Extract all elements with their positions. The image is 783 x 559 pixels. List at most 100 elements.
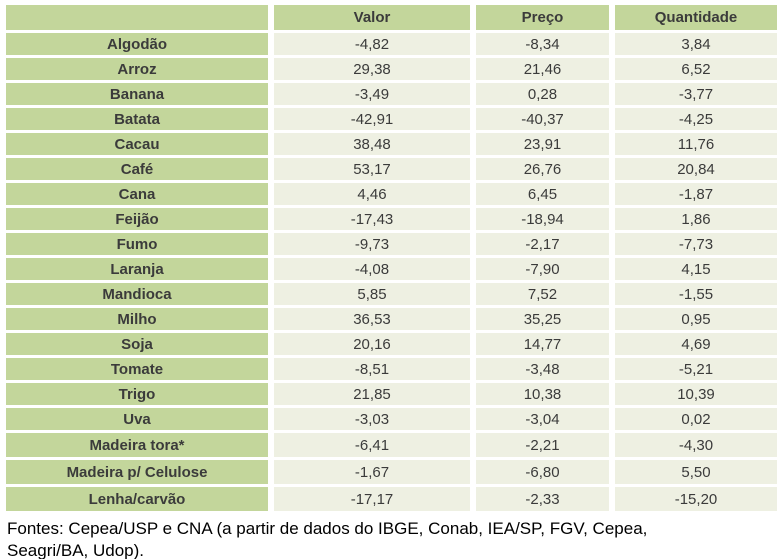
row-label: Madeira p/ Celulose (6, 460, 268, 484)
table-row: Fumo -9,73 -2,17 -7,73 (6, 233, 777, 255)
header-cell-valor: Valor (274, 5, 470, 30)
header-cell-quantidade: Quantidade (615, 5, 777, 30)
table-row: Cana 4,46 6,45 -1,87 (6, 183, 777, 205)
sources-note-line2: Seagri/BA, Udop). (7, 541, 145, 559)
quantidade-cell: 0,02 (615, 408, 777, 430)
preco-cell: 6,45 (476, 183, 609, 205)
row-label: Madeira tora* (6, 433, 268, 457)
row-label: Laranja (6, 258, 268, 280)
preco-cell: -3,04 (476, 408, 609, 430)
quantidade-cell: 11,76 (615, 133, 777, 155)
quantidade-cell: 0,95 (615, 308, 777, 330)
quantidade-cell: 6,52 (615, 58, 777, 80)
quantidade-cell: 20,84 (615, 158, 777, 180)
preco-cell: -18,94 (476, 208, 609, 230)
row-label: Feijão (6, 208, 268, 230)
quantidade-cell: 3,84 (615, 33, 777, 55)
preco-cell: -3,48 (476, 358, 609, 380)
row-label: Cana (6, 183, 268, 205)
row-label: Trigo (6, 383, 268, 405)
valor-cell: -4,08 (274, 258, 470, 280)
table-row: Café 53,17 26,76 20,84 (6, 158, 777, 180)
preco-cell: 23,91 (476, 133, 609, 155)
quantidade-cell: 1,86 (615, 208, 777, 230)
table-row: Batata -42,91 -40,37 -4,25 (6, 108, 777, 130)
valor-cell: -6,41 (274, 433, 470, 457)
valor-cell: 20,16 (274, 333, 470, 355)
preco-cell: -2,17 (476, 233, 609, 255)
sources-note-line1: Fontes: Cepea/USP e CNA (a partir de dad… (7, 519, 648, 538)
row-label: Milho (6, 308, 268, 330)
row-label: Arroz (6, 58, 268, 80)
row-label: Uva (6, 408, 268, 430)
valor-cell: 53,17 (274, 158, 470, 180)
table-row: Algodão -4,82 -8,34 3,84 (6, 33, 777, 55)
row-label: Soja (6, 333, 268, 355)
row-label: Tomate (6, 358, 268, 380)
table-row: Feijão -17,43 -18,94 1,86 (6, 208, 777, 230)
table-row: Lenha/carvão -17,17 -2,33 -15,20 (6, 487, 777, 511)
preco-cell: -2,33 (476, 487, 609, 511)
valor-cell: 4,46 (274, 183, 470, 205)
table-row: Cacau 38,48 23,91 11,76 (6, 133, 777, 155)
quantidade-cell: -5,21 (615, 358, 777, 380)
row-label: Mandioca (6, 283, 268, 305)
row-label: Fumo (6, 233, 268, 255)
preco-cell: 7,52 (476, 283, 609, 305)
preco-cell: -40,37 (476, 108, 609, 130)
preco-cell: 10,38 (476, 383, 609, 405)
preco-cell: 35,25 (476, 308, 609, 330)
header-row: Valor Preço Quantidade (6, 5, 777, 30)
valor-cell: 36,53 (274, 308, 470, 330)
quantidade-cell: -1,87 (615, 183, 777, 205)
valor-cell: 29,38 (274, 58, 470, 80)
quantidade-cell: -7,73 (615, 233, 777, 255)
table-row: Banana -3,49 0,28 -3,77 (6, 83, 777, 105)
quantidade-cell: -15,20 (615, 487, 777, 511)
quantidade-cell: 5,50 (615, 460, 777, 484)
table-row: Uva -3,03 -3,04 0,02 (6, 408, 777, 430)
table-row: Madeira tora* -6,41 -2,21 -4,30 (6, 433, 777, 457)
quantidade-cell: 4,69 (615, 333, 777, 355)
valor-cell: -1,67 (274, 460, 470, 484)
valor-cell: 5,85 (274, 283, 470, 305)
row-label: Batata (6, 108, 268, 130)
quantidade-cell: -4,30 (615, 433, 777, 457)
quantidade-cell: 10,39 (615, 383, 777, 405)
table-row: Trigo 21,85 10,38 10,39 (6, 383, 777, 405)
table-body: Algodão -4,82 -8,34 3,84 Arroz 29,38 21,46 6,52… (6, 33, 777, 511)
row-label: Cacau (6, 133, 268, 155)
table-row: Laranja -4,08 -7,90 4,15 (6, 258, 777, 280)
quantidade-cell: -3,77 (615, 83, 777, 105)
valor-cell: -3,49 (274, 83, 470, 105)
preco-cell: -2,21 (476, 433, 609, 457)
valor-cell: -9,73 (274, 233, 470, 255)
quantidade-cell: -1,55 (615, 283, 777, 305)
commodities-table: Valor Preço Quantidade Algodão -4,82 -8,34… (0, 2, 783, 514)
valor-cell: -17,43 (274, 208, 470, 230)
preco-cell: -8,34 (476, 33, 609, 55)
row-label: Algodão (6, 33, 268, 55)
preco-cell: 0,28 (476, 83, 609, 105)
table-row: Tomate -8,51 -3,48 -5,21 (6, 358, 777, 380)
quantidade-cell: 4,15 (615, 258, 777, 280)
header-cell-preco: Preço (476, 5, 609, 30)
quantidade-cell: -4,25 (615, 108, 777, 130)
preco-cell: -6,80 (476, 460, 609, 484)
valor-cell: -3,03 (274, 408, 470, 430)
valor-cell: -8,51 (274, 358, 470, 380)
valor-cell: 38,48 (274, 133, 470, 155)
table-row: Mandioca 5,85 7,52 -1,55 (6, 283, 777, 305)
table-row: Madeira p/ Celulose -1,67 -6,80 5,50 (6, 460, 777, 484)
table-row: Soja 20,16 14,77 4,69 (6, 333, 777, 355)
row-label: Banana (6, 83, 268, 105)
row-label: Lenha/carvão (6, 487, 268, 511)
header-cell-blank (6, 5, 268, 30)
preco-cell: -7,90 (476, 258, 609, 280)
preco-cell: 26,76 (476, 158, 609, 180)
valor-cell: 21,85 (274, 383, 470, 405)
table-row: Milho 36,53 35,25 0,95 (6, 308, 777, 330)
sources-note: Fontes: Cepea/USP e CNA (a partir de dad… (7, 518, 775, 559)
row-label: Café (6, 158, 268, 180)
